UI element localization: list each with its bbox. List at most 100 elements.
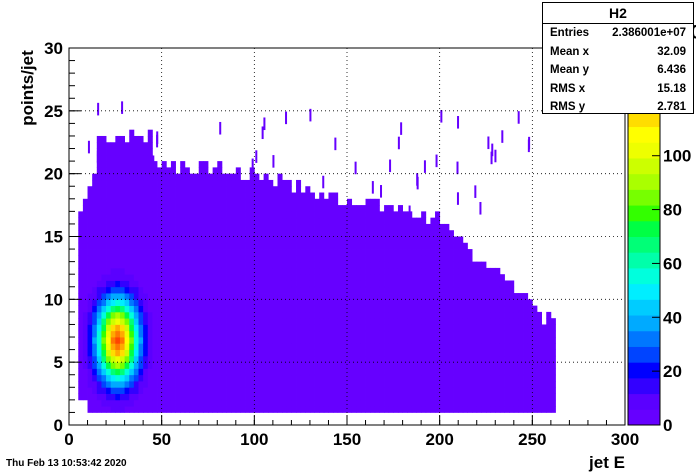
heatmap-cell: [96, 135, 102, 143]
heatmap-cell: [147, 355, 153, 363]
heatmap-cell: [337, 223, 343, 231]
heatmap-cell: [217, 286, 223, 294]
heatmap-cell: [296, 249, 302, 256]
heatmap-cell: [408, 205, 411, 219]
heatmap-cell: [504, 299, 510, 307]
heatmap-cell: [184, 362, 190, 369]
heatmap-cell: [106, 173, 112, 181]
heatmap-cell: [110, 374, 116, 382]
heatmap-cell: [203, 349, 209, 357]
heatmap-cell: [323, 211, 329, 219]
heatmap-cell: [235, 399, 241, 407]
heatmap-cell: [356, 261, 362, 269]
heatmap-cell: [407, 318, 413, 325]
heatmap-cell: [499, 293, 505, 300]
heatmap-cell: [347, 355, 353, 363]
heatmap-cell: [240, 337, 246, 344]
heatmap-cell: [180, 293, 186, 300]
heatmap-cell: [143, 173, 149, 181]
heatmap-cell: [486, 362, 492, 369]
heatmap-cell: [272, 267, 278, 275]
heatmap-cell: [518, 368, 524, 376]
heatmap-cell: [245, 337, 251, 344]
heatmap-cell: [78, 318, 84, 325]
heatmap-cell: [435, 293, 441, 300]
heatmap-cell: [268, 211, 274, 219]
heatmap-cell: [115, 381, 121, 388]
heatmap-cell: [527, 330, 533, 338]
heatmap-cell: [365, 318, 371, 325]
heatmap-cell: [268, 349, 274, 357]
heatmap-cell: [472, 280, 478, 288]
heatmap-cell: [472, 318, 478, 325]
heatmap-cell: [82, 274, 88, 281]
heatmap-cell: [110, 381, 116, 388]
heatmap-cell: [208, 381, 214, 388]
heatmap-cell: [106, 249, 112, 256]
heatmap-cell: [203, 355, 209, 363]
heatmap-cell: [161, 255, 167, 263]
heatmap-cell: [541, 381, 547, 388]
heatmap-cell: [152, 267, 158, 275]
heatmap-cell: [78, 255, 84, 263]
heatmap-cell: [333, 274, 339, 281]
heatmap-cell: [203, 274, 209, 281]
heatmap-cell: [458, 267, 464, 275]
heatmap-cell: [370, 305, 376, 313]
heatmap-cell: [245, 387, 251, 394]
heatmap-cell: [138, 311, 144, 319]
heatmap-cell: [411, 249, 417, 256]
heatmap-cell: [161, 349, 167, 357]
heatmap-cell: [124, 311, 130, 319]
heatmap-cell: [277, 230, 283, 237]
heatmap-cell: [203, 324, 209, 332]
heatmap-cell: [184, 223, 190, 231]
heatmap-cell: [170, 299, 176, 307]
heatmap-cell: [402, 381, 408, 388]
heatmap-cell: [384, 280, 390, 288]
heatmap-cell: [82, 349, 88, 357]
heatmap-cell: [240, 230, 246, 237]
heatmap-cell: [342, 293, 348, 300]
heatmap-cell: [124, 217, 130, 225]
heatmap-cell: [152, 381, 158, 388]
heatmap-cell: [388, 261, 394, 269]
heatmap-cell: [96, 349, 102, 357]
heatmap-cell: [319, 217, 325, 225]
heatmap-cell: [384, 387, 390, 394]
datestamp: Thu Feb 13 10:53:42 2020: [6, 458, 127, 469]
heatmap-cell: [96, 167, 102, 175]
heatmap-cell: [393, 355, 399, 363]
heatmap-cell: [147, 242, 153, 250]
heatmap-cell: [87, 261, 93, 269]
heatmap-cell: [92, 249, 98, 256]
heatmap-cell: [87, 223, 93, 231]
heatmap-cell: [282, 349, 288, 357]
heatmap-cell: [309, 324, 315, 332]
heatmap-cell: [175, 318, 181, 325]
heatmap-cell: [365, 399, 371, 407]
heatmap-cell: [226, 330, 232, 338]
heatmap-cell: [133, 362, 139, 369]
heatmap-cell: [138, 318, 144, 325]
heatmap-cell: [282, 217, 288, 225]
heatmap-cell: [254, 330, 260, 338]
heatmap-cell: [157, 330, 163, 338]
heatmap-cell: [402, 343, 408, 350]
heatmap-cell: [249, 223, 255, 231]
heatmap-cell: [458, 362, 464, 369]
heatmap-cell: [536, 330, 542, 338]
heatmap-cell: [92, 324, 98, 332]
heatmap-cell: [328, 293, 334, 300]
heatmap-cell: [124, 261, 130, 269]
heatmap-cell: [129, 362, 135, 369]
heatmap-cell: [495, 349, 501, 357]
heatmap-cell: [249, 192, 255, 200]
heatmap-cell: [124, 242, 130, 250]
heatmap-cell: [249, 198, 255, 206]
heatmap-cell: [314, 374, 320, 382]
y-tick-label: 25: [44, 102, 63, 121]
heatmap-cell: [166, 343, 172, 350]
heatmap-cell: [194, 368, 200, 376]
heatmap-cell: [430, 368, 436, 376]
